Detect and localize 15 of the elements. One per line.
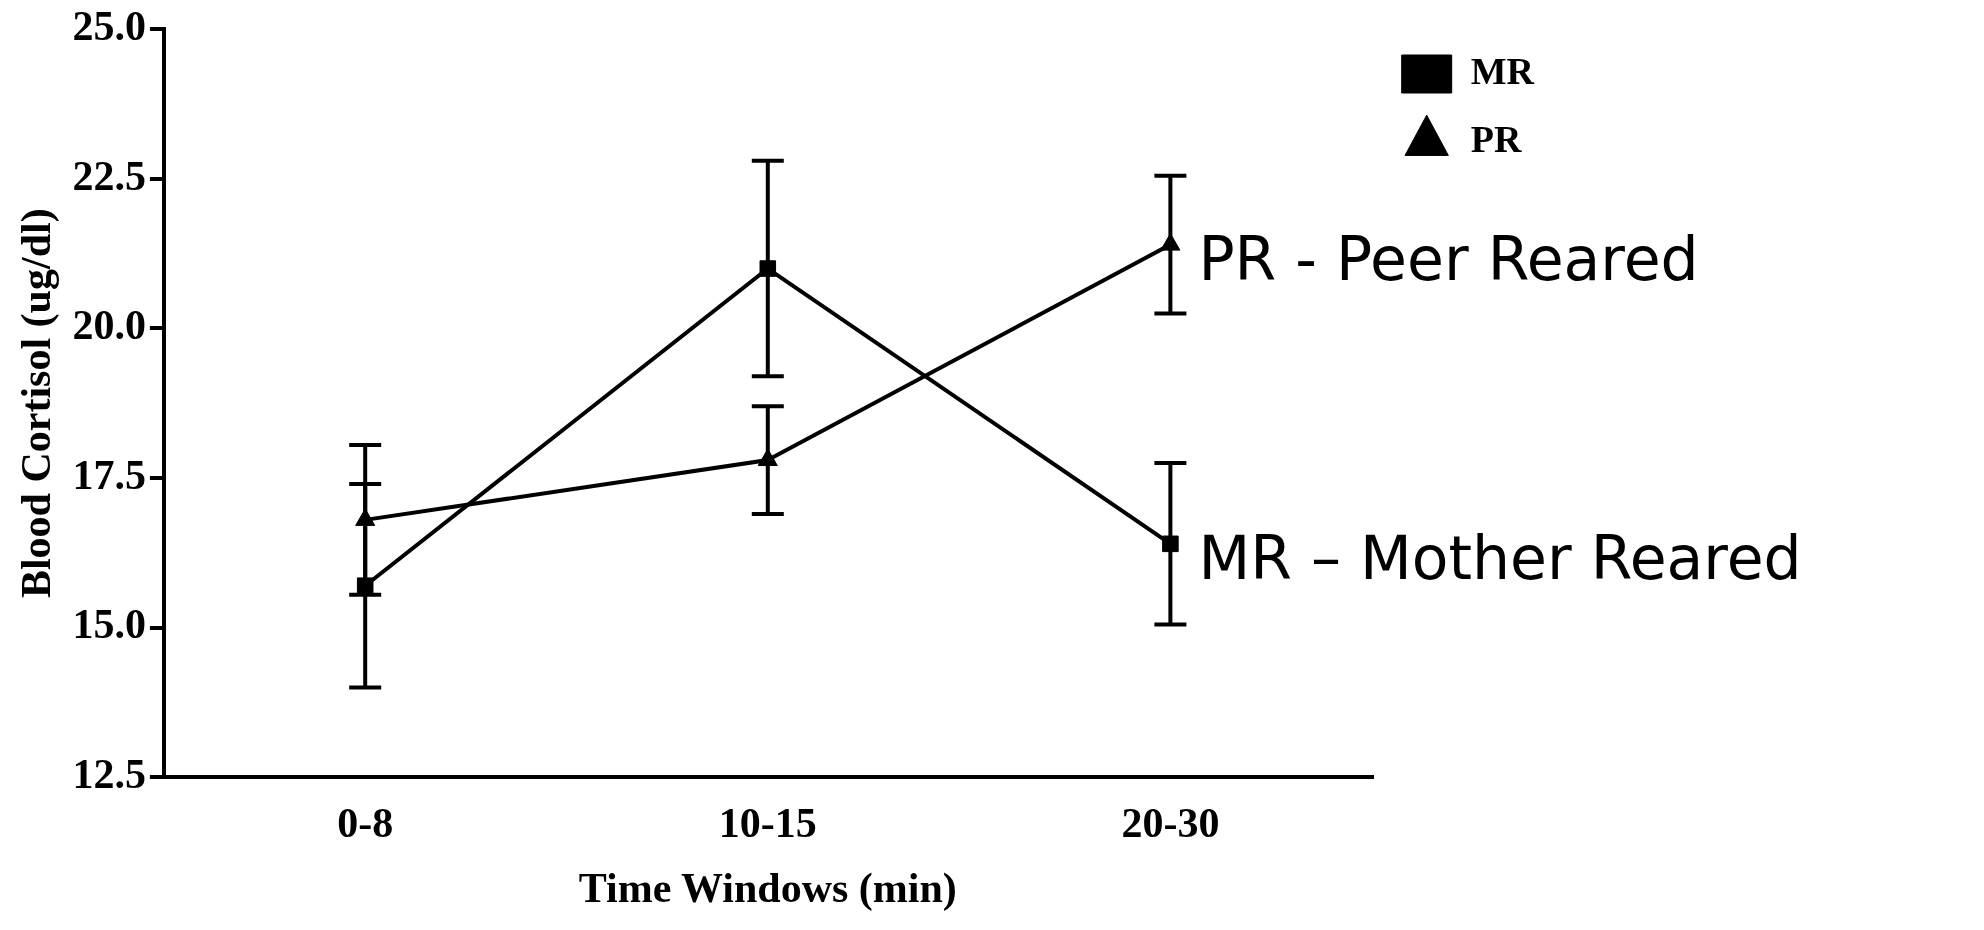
y-tick-label: 22.5	[72, 152, 146, 199]
y-tick-label: 25.0	[72, 3, 146, 50]
y-tick-label: 12.5	[72, 751, 146, 798]
legend-label: PR	[1470, 117, 1522, 160]
x-axis-title: Time Windows (min)	[578, 864, 957, 912]
legend-label: MR	[1470, 49, 1535, 92]
x-tick-label: 0-8	[337, 800, 394, 847]
x-tick-label: 20-30	[1121, 800, 1220, 847]
y-axis-title: Blood Cortisol (ug/dl)	[13, 208, 61, 599]
annotation: PR - Peer Reared	[1198, 224, 1699, 295]
y-tick-label: 15.0	[72, 601, 146, 648]
annotation: MR – Mother Reared	[1198, 523, 1802, 594]
y-tick-label: 20.0	[72, 302, 146, 349]
x-tick-label: 10-15	[718, 800, 817, 847]
y-tick-label: 17.5	[72, 451, 146, 498]
